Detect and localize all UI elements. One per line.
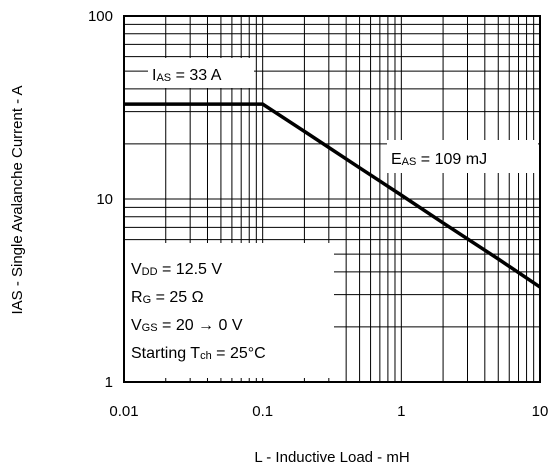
y-axis-title: IAS - Single Avalanche Current - A (9, 85, 26, 314)
condition-vdd: VDD = 12.5 V (131, 261, 222, 278)
condition-tch: Starting Tch = 25°C (131, 345, 266, 362)
ias-label-bg (148, 58, 254, 88)
eas-label: EAS = 109 mJ (391, 151, 487, 168)
plot-frame (123, 15, 541, 383)
condition-rg: RG = 25 Ω (131, 289, 204, 306)
avalanche-current-line (124, 102, 541, 289)
x-tick-label: 0.01 (109, 403, 138, 420)
x-axis-title: L - Inductive Load - mH (254, 449, 409, 466)
x-tick-label: 10 (532, 403, 549, 420)
x-tick-label: 0.1 (252, 403, 273, 420)
conditions-box-bg (125, 243, 334, 378)
x-tick-label: 1 (397, 403, 405, 420)
eas-label-bg (387, 140, 538, 173)
ias-label: IAS = 33 A (152, 67, 222, 84)
y-tick-label: 1 (105, 374, 113, 391)
tick-labels: 0.01 0.1 1 10 1 10 100 (88, 8, 548, 420)
condition-vgs: VGS = 20 → 0 V (131, 317, 243, 334)
y-tick-label: 100 (88, 8, 113, 25)
y-tick-label: 10 (96, 191, 113, 208)
